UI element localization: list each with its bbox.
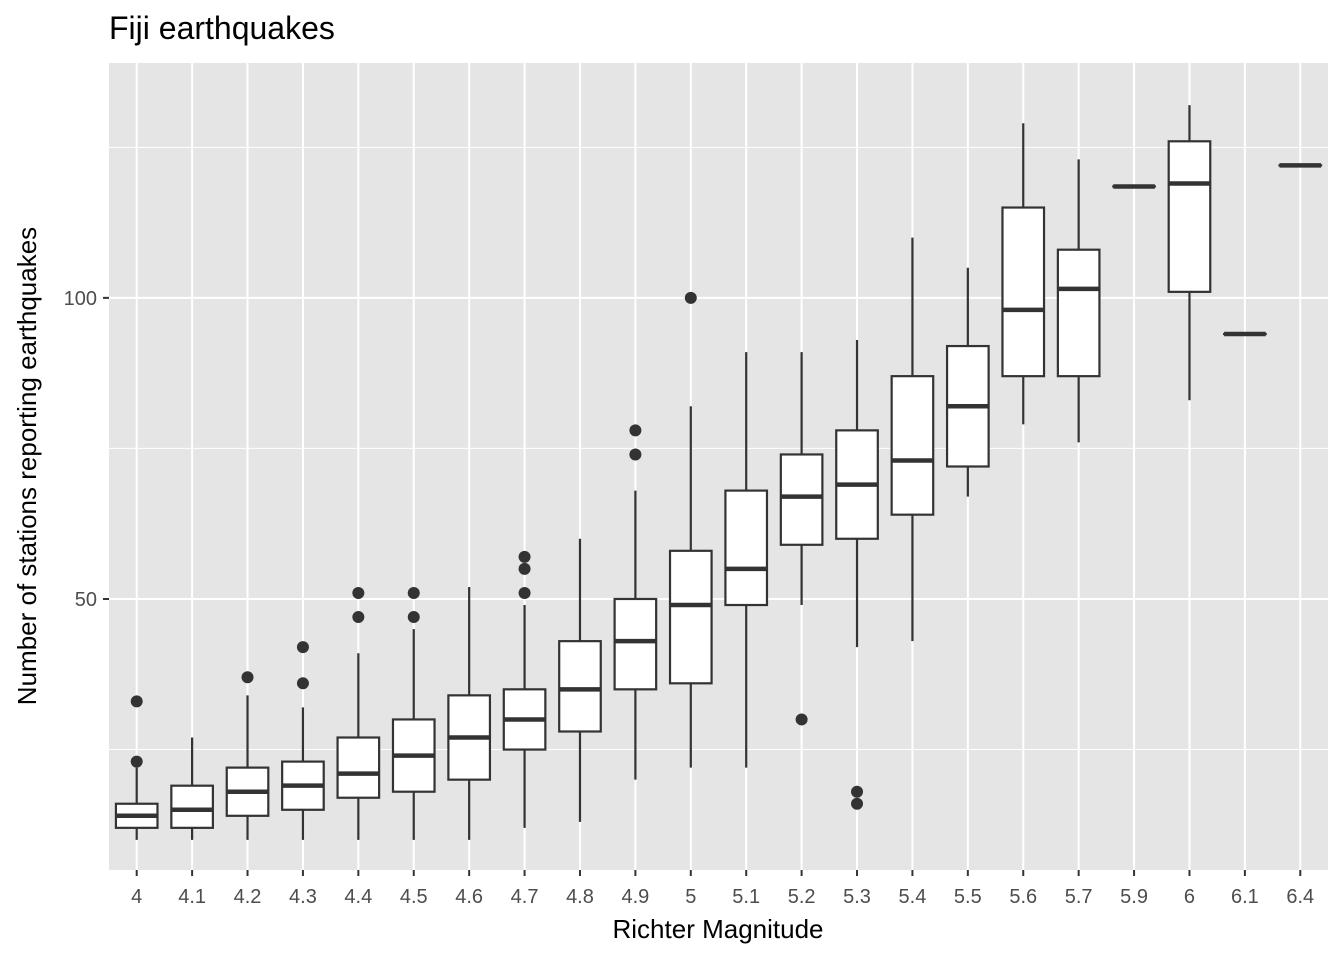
x-tick-label: 5.4 [899,886,927,908]
box-4.6 [447,586,492,840]
iqr-box [890,375,935,516]
iqr-box [1056,248,1101,378]
x-tick-label: 5.9 [1120,886,1148,908]
outlier-point [518,550,531,563]
box-4.9 [613,424,658,780]
x-tick-label: 4.6 [455,886,483,908]
x-tick-label: 6.4 [1286,886,1314,908]
x-tick-label: 4.1 [178,886,206,908]
box-5.7 [1056,159,1101,443]
box-5.4 [890,237,935,642]
outlier-point [296,677,309,690]
y-axis-title: Number of stations reporting earthquakes [12,227,42,705]
outlier-point [629,424,642,437]
outlier-point [130,695,143,708]
iqr-box [1001,206,1046,378]
outlier-point [629,448,642,461]
x-tick-label: 5.3 [843,886,871,908]
outlier-point [352,611,365,624]
x-axis: 4 4.1 4.2 4.3 4.4 4.5 4.6 4.7 4.8 4.9 5 5.1 5.2 5.3 5.… [131,870,1314,908]
x-tick-label: 6.1 [1231,886,1259,908]
x-tick-label: 4 [131,886,142,908]
y-tick-label: 50 [75,589,97,611]
box-4 [114,695,159,840]
iqr-box [613,597,658,691]
x-tick-label: 6 [1184,886,1195,908]
iqr-box [724,489,769,607]
iqr-box [668,549,713,685]
x-tick-label: 5.7 [1065,886,1093,908]
x-tick-label: 4.4 [344,886,372,908]
box-4.5 [391,586,436,840]
iqr-box [1167,140,1212,293]
outlier-point [518,562,531,575]
box-5.3 [835,340,879,810]
outlier-point [795,713,808,726]
box-5.2 [779,352,824,726]
box-5.5 [945,267,990,497]
x-tick-label: 4.8 [566,886,594,908]
x-tick-label: 4.7 [511,886,539,908]
box-4.2 [225,671,270,840]
x-tick-label: 5.6 [1009,886,1037,908]
outlier-point [407,586,420,599]
x-tick-label: 4.5 [400,886,428,908]
box-5.1 [724,352,769,768]
x-tick-label: 5.1 [732,886,760,908]
box-4.7 [502,550,547,828]
box-series [114,105,1323,840]
outlier-point [518,586,531,599]
x-tick-label: 4.2 [234,886,262,908]
box-5 [668,291,713,768]
iqr-box [336,736,381,799]
y-tick-label: 100 [64,288,97,310]
plot-panel [109,63,1328,870]
x-axis-title: Richter Magnitude [613,914,824,944]
y-axis: 50 100 [64,288,109,611]
outlier-point [352,586,365,599]
x-tick-label: 5.5 [954,886,982,908]
outlier-point [241,671,254,684]
box-5.6 [1001,123,1046,425]
iqr-box [558,640,602,733]
outlier-point [407,611,420,624]
chart-title: Fiji earthquakes [109,10,335,46]
x-tick-label: 4.3 [289,886,317,908]
outlier-point [296,641,309,654]
box-6 [1167,105,1212,401]
outlier-point [851,797,864,810]
x-tick-label: 5.2 [788,886,816,908]
outlier-point [684,291,697,304]
box-4.4 [336,586,381,840]
iqr-box [779,453,824,546]
x-tick-label: 5 [685,886,696,908]
outlier-point [130,755,143,768]
iqr-box [170,784,214,829]
outlier-point [851,785,864,798]
x-tick-label: 4.9 [621,886,649,908]
box-4.8 [558,538,602,822]
box-4.3 [281,641,325,840]
box-4.1 [170,737,214,840]
